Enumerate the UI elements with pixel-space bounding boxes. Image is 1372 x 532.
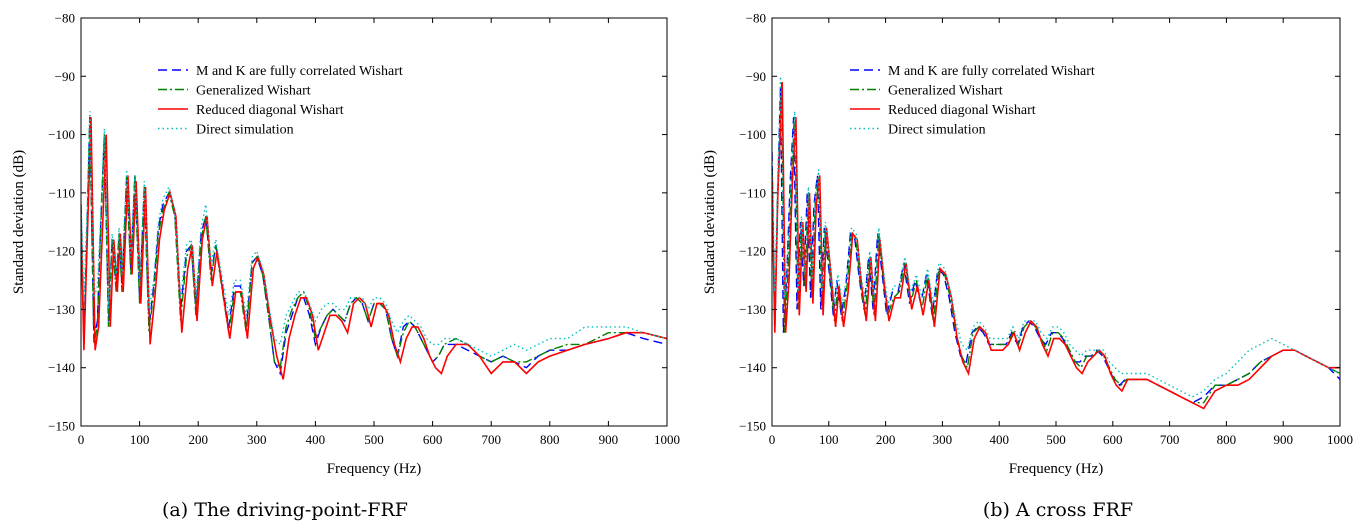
y-tick-label: −110 [740,185,766,200]
y-tick-label: −140 [48,360,75,375]
x-tick-label: 0 [78,432,85,447]
y-tick-label: −90 [55,69,75,84]
x-tick-label: 400 [306,432,326,447]
x-tick-label: 1000 [1327,432,1353,447]
x-tick-label: 100 [819,432,839,447]
x-tick-label: 700 [1160,432,1180,447]
y-axis-label: Standard deviation (dB) [11,150,27,294]
legend-label-2: Generalized Wishart [196,84,311,99]
legend: M and K are fully correlated Wishart Gene… [158,64,403,138]
series-line-4 [772,76,1340,398]
y-tick-label: −130 [48,302,75,317]
y-tick-label: −80 [55,11,75,26]
y-tick-label: −130 [739,302,766,317]
x-tick-label: 300 [933,432,953,447]
figure-caption: (b) A cross FRF [983,499,1133,521]
legend-label-3: Reduced diagonal Wishart [888,103,1036,118]
x-axis-label: Frequency (Hz) [1009,461,1104,477]
y-tick-label: −100 [48,127,75,142]
legend-label-3: Reduced diagonal Wishart [196,103,344,118]
figure-caption: (a) The driving-point-FRF [162,499,408,521]
legend-label-4: Direct simulation [888,123,986,138]
series-line-1 [772,87,1340,404]
y-tick-label: −150 [48,419,75,434]
y-tick-label: −140 [739,360,766,375]
x-tick-label: 200 [188,432,208,447]
y-tick-label: −150 [739,419,766,434]
chart-panel-b: 0 100 200 300 400 500 600 700 800 900 1000 −150 −140… [702,11,1353,522]
x-tick-label: 900 [1273,432,1293,447]
x-tick-label: 200 [876,432,896,447]
y-axis-label: Standard deviation (dB) [702,150,718,294]
y-tick-label: −80 [746,11,766,26]
y-tick-label: −120 [739,244,766,259]
x-tick-label: 800 [1217,432,1237,447]
x-tick-label: 0 [769,432,776,447]
chart-panel-a: 0 100 200 300 400 500 600 700 800 900 1000 −150 −140… [11,11,680,522]
y-tick-label: −100 [739,127,766,142]
x-tick-label: 300 [247,432,267,447]
x-tick-label: 900 [599,432,619,447]
y-tick-label: −90 [746,69,766,84]
legend-label-4: Direct simulation [196,123,294,138]
legend-label-2: Generalized Wishart [888,84,1003,99]
x-tick-label: 500 [1046,432,1066,447]
x-tick-label: 600 [423,432,443,447]
plot-frame [771,17,1341,427]
y-tick-label: −110 [49,185,75,200]
x-tick-label: 1000 [654,432,680,447]
y-tick-label: −120 [48,244,75,259]
x-tick-label: 600 [1103,432,1123,447]
series-line-4 [81,111,667,357]
series-line-3 [81,117,667,380]
series-line-3 [772,82,1340,410]
legend-label-1: M and K are fully correlated Wishart [196,64,403,79]
series-group [81,111,667,380]
legend: M and K are fully correlated Wishart Gene… [850,64,1095,138]
series-group [772,76,1340,410]
x-tick-label: 400 [989,432,1009,447]
plot-frame [80,17,668,427]
x-tick-label: 100 [130,432,150,447]
x-tick-label: 500 [364,432,384,447]
x-tick-label: 700 [481,432,501,447]
x-tick-label: 800 [540,432,560,447]
x-axis-label: Frequency (Hz) [327,461,422,477]
legend-label-1: M and K are fully correlated Wishart [888,64,1095,79]
series-line-1 [81,117,667,376]
